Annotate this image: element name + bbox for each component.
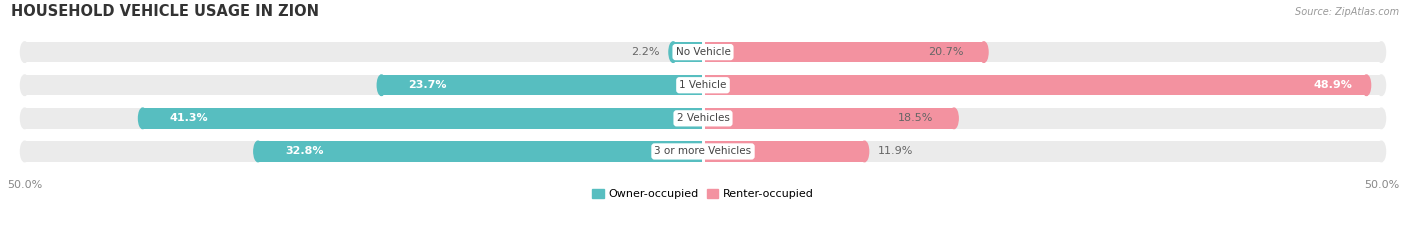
Circle shape: [980, 42, 988, 62]
Circle shape: [860, 141, 869, 162]
Text: 20.7%: 20.7%: [928, 47, 963, 57]
Bar: [673, 42, 703, 62]
Bar: [25, 108, 1381, 129]
Bar: [381, 75, 703, 96]
Circle shape: [950, 108, 957, 129]
Bar: [703, 75, 1367, 96]
Circle shape: [1376, 42, 1385, 62]
Circle shape: [1376, 75, 1385, 96]
Circle shape: [377, 75, 385, 96]
Bar: [25, 75, 1381, 96]
Bar: [25, 42, 1381, 62]
Bar: [25, 141, 1381, 162]
Text: 11.9%: 11.9%: [877, 147, 914, 156]
Circle shape: [669, 42, 678, 62]
Circle shape: [1376, 108, 1385, 129]
Bar: [703, 141, 865, 162]
Bar: [142, 108, 703, 129]
Bar: [259, 141, 703, 162]
Circle shape: [21, 42, 30, 62]
Text: 2.2%: 2.2%: [631, 47, 659, 57]
Text: 48.9%: 48.9%: [1315, 80, 1353, 90]
Circle shape: [254, 141, 263, 162]
Text: HOUSEHOLD VEHICLE USAGE IN ZION: HOUSEHOLD VEHICLE USAGE IN ZION: [11, 4, 319, 19]
Text: No Vehicle: No Vehicle: [675, 47, 731, 57]
Circle shape: [21, 141, 30, 162]
Bar: [703, 108, 955, 129]
Text: 41.3%: 41.3%: [170, 113, 208, 123]
Circle shape: [139, 108, 146, 129]
Text: 2 Vehicles: 2 Vehicles: [676, 113, 730, 123]
Text: Source: ZipAtlas.com: Source: ZipAtlas.com: [1295, 7, 1399, 17]
Text: 1 Vehicle: 1 Vehicle: [679, 80, 727, 90]
Circle shape: [1362, 75, 1371, 96]
Legend: Owner-occupied, Renter-occupied: Owner-occupied, Renter-occupied: [588, 184, 818, 203]
Text: 32.8%: 32.8%: [285, 147, 323, 156]
Bar: [703, 42, 984, 62]
Circle shape: [21, 75, 30, 96]
Text: 18.5%: 18.5%: [898, 113, 934, 123]
Circle shape: [1376, 141, 1385, 162]
Text: 23.7%: 23.7%: [409, 80, 447, 90]
Text: 3 or more Vehicles: 3 or more Vehicles: [654, 147, 752, 156]
Circle shape: [21, 108, 30, 129]
